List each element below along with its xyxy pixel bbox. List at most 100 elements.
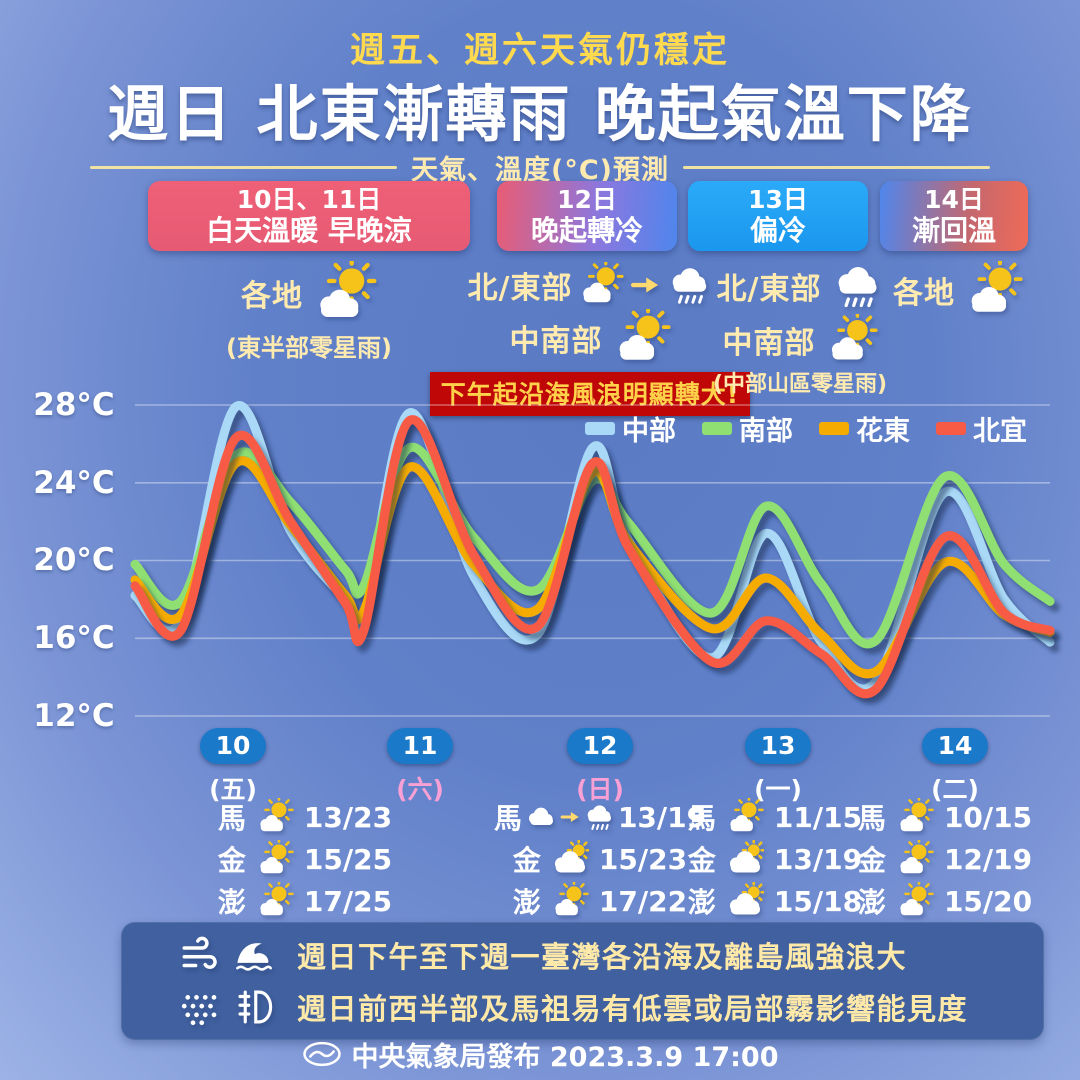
card-desc: 晚起轉冷 — [530, 214, 643, 247]
outlook-region-label: 各地 — [893, 276, 955, 311]
outlook-column-2: 北/東部 中南部 下午起沿海風浪明顯轉大! — [429, 258, 751, 416]
cloud-icon — [525, 801, 557, 833]
islands-column-2: 馬 13/19 金 15/23 澎 17/22 — [494, 797, 707, 921]
card-days: 12日 — [557, 185, 617, 214]
outlook-region-label: 各地 — [241, 279, 303, 314]
island-label: 澎 — [857, 886, 886, 919]
period-card-12: 12日 晚起轉冷 — [497, 181, 677, 251]
partly-sunny-icon — [256, 840, 294, 878]
wave-icon — [233, 934, 275, 976]
partly-sunny-icon — [896, 798, 934, 836]
outlook-region-label: 北/東部 — [716, 272, 822, 307]
sea-wind-alert-banner: 下午起沿海風浪明顯轉大! — [429, 372, 751, 416]
partly-sunny-icon — [256, 882, 294, 920]
rain-icon — [583, 801, 615, 833]
partly-sunny-icon — [896, 882, 934, 920]
island-temps: 15/23 — [598, 842, 688, 876]
outlook-region-label: 中南部 — [722, 326, 816, 361]
island-label: 金 — [687, 844, 716, 877]
island-label: 馬 — [687, 802, 716, 835]
island-temps: 13/19 — [617, 800, 707, 834]
island-label: 馬 — [217, 802, 246, 835]
island-temps: 17/22 — [598, 884, 688, 918]
footer-text: 中央氣象局發布 2023.3.9 17:00 — [351, 1041, 779, 1073]
cloudy-sun-icon — [726, 882, 764, 920]
y-axis-tick: 12°C — [33, 698, 115, 734]
island-row: 澎 15/20 — [857, 881, 1033, 921]
islands-column-1: 馬 13/23 金 15/25 澎 17/25 — [155, 797, 455, 921]
y-axis-tick: 20°C — [33, 542, 115, 578]
outlook-note: (東半部零星雨) — [226, 334, 392, 362]
day-pill-10: 10 — [200, 728, 266, 764]
island-row: 澎 17/22 — [495, 881, 705, 921]
arrow-right-icon — [560, 807, 580, 827]
island-label: 澎 — [687, 886, 716, 919]
outlook-region-label: 北/東部 — [467, 271, 573, 306]
weekday-label: (一) — [754, 775, 802, 804]
island-label: 澎 — [217, 886, 246, 919]
period-card-14: 14日 漸回溫 — [880, 181, 1028, 251]
legend-swatch — [819, 422, 849, 435]
weekday-label: (日) — [576, 775, 624, 804]
outlook-column-1: 各地 (東半部零星雨) — [148, 258, 470, 363]
wind-icon — [179, 934, 221, 976]
islands-column-3: 馬 11/15 金 13/19 澎 15/18 — [685, 797, 865, 921]
card-days: 13日 — [748, 185, 808, 214]
rain-icon — [666, 262, 712, 308]
partly-sunny-icon — [256, 798, 294, 836]
island-temps: 13/23 — [303, 800, 393, 834]
card-desc: 白天溫暖 早晚涼 — [206, 214, 412, 247]
island-row: 金 13/19 — [685, 839, 865, 879]
y-axis-tick: 24°C — [33, 465, 115, 501]
day-pill-11: 11 — [387, 728, 453, 764]
cwb-logo-icon — [302, 1034, 342, 1074]
island-temps: 17/25 — [303, 884, 393, 918]
series-line-3 — [130, 415, 1055, 699]
pretitle: 週五、週六天氣仍穩定 — [349, 31, 730, 71]
island-label: 澎 — [512, 886, 541, 919]
footer: 中央氣象局發布 2023.3.9 17:00 — [0, 1034, 1080, 1074]
island-row: 澎 17/25 — [155, 881, 455, 921]
advisory-box: 週日下午至下週一臺灣各沿海及離島風強浪大 週日前西半部及馬祖易有低雲或局部霧影響… — [121, 922, 1044, 1040]
legend-item-south: 南部 — [702, 409, 793, 448]
partly-sunny-icon — [965, 261, 1023, 319]
partly-sunny-icon — [826, 314, 878, 366]
island-row: 金 15/23 — [495, 839, 705, 879]
island-row: 金 12/19 — [858, 839, 1033, 879]
islands-column-4: 馬 10/15 金 12/19 澎 15/20 — [857, 797, 1033, 921]
period-card-13: 13日 偏冷 — [688, 181, 868, 251]
advisory-text: 週日下午至下週一臺灣各沿海及離島風強浪大 — [297, 940, 908, 974]
day-pill-14: 14 — [922, 728, 988, 764]
rain-icon — [831, 260, 883, 312]
island-temps: 15/25 — [303, 842, 393, 876]
temperature-line-chart — [130, 401, 1055, 717]
island-label: 馬 — [857, 802, 886, 835]
period-card-10-11: 10日、11日 白天溫暖 早晚涼 — [148, 181, 470, 251]
card-desc: 偏冷 — [749, 214, 806, 247]
legend-label: 南部 — [739, 416, 793, 447]
low-visibility-icon — [233, 986, 275, 1028]
island-temps: 12/19 — [943, 842, 1033, 876]
divider-line-right — [683, 166, 990, 169]
island-temps: 10/15 — [943, 800, 1033, 834]
island-label: 金 — [512, 844, 541, 877]
outlook-region-label: 中南部 — [509, 324, 603, 359]
legend-swatch — [585, 422, 615, 435]
island-temps: 15/20 — [943, 884, 1033, 918]
gridlines — [135, 404, 1050, 717]
card-days: 10日、11日 — [236, 185, 382, 214]
island-temps: 13/19 — [773, 842, 863, 876]
weekday-label: (五) — [209, 775, 257, 804]
weekday-label: (六) — [396, 775, 444, 804]
outlook-column-4: 各地 — [868, 258, 1048, 322]
divider-line-left — [90, 166, 397, 169]
partly-sunny-icon — [613, 309, 671, 367]
card-days: 14日 — [924, 185, 984, 214]
day-pill-13: 13 — [745, 728, 811, 764]
legend-label: 中部 — [622, 416, 676, 447]
weekday-label: (二) — [931, 775, 979, 804]
island-row: 金 15/25 — [155, 839, 455, 879]
legend-swatch — [702, 422, 732, 435]
legend-label: 花東 — [856, 416, 910, 447]
page-title: 週日 北東漸轉雨 晚起氣溫下降 — [107, 79, 973, 150]
